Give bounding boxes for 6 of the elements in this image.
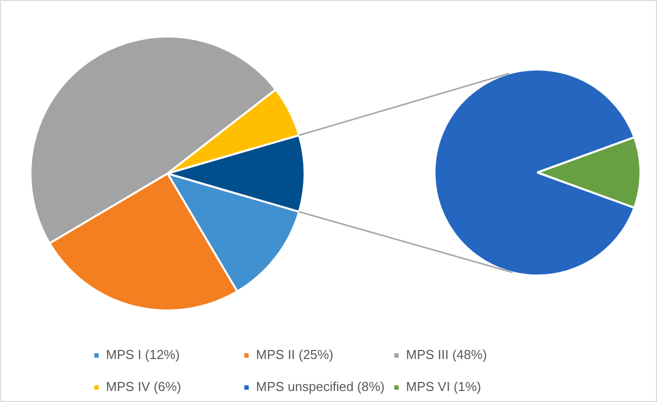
legend-label: MPS II (25%)	[256, 347, 334, 362]
legend-label: MPS III (48%)	[406, 347, 487, 362]
legend-label: MPS unspecified (8%)	[256, 379, 385, 394]
legend-label: MPS VI (1%)	[406, 379, 482, 394]
legend-label: MPS I (12%)	[106, 347, 180, 362]
legend-label: MPS IV (6%)	[106, 379, 182, 394]
